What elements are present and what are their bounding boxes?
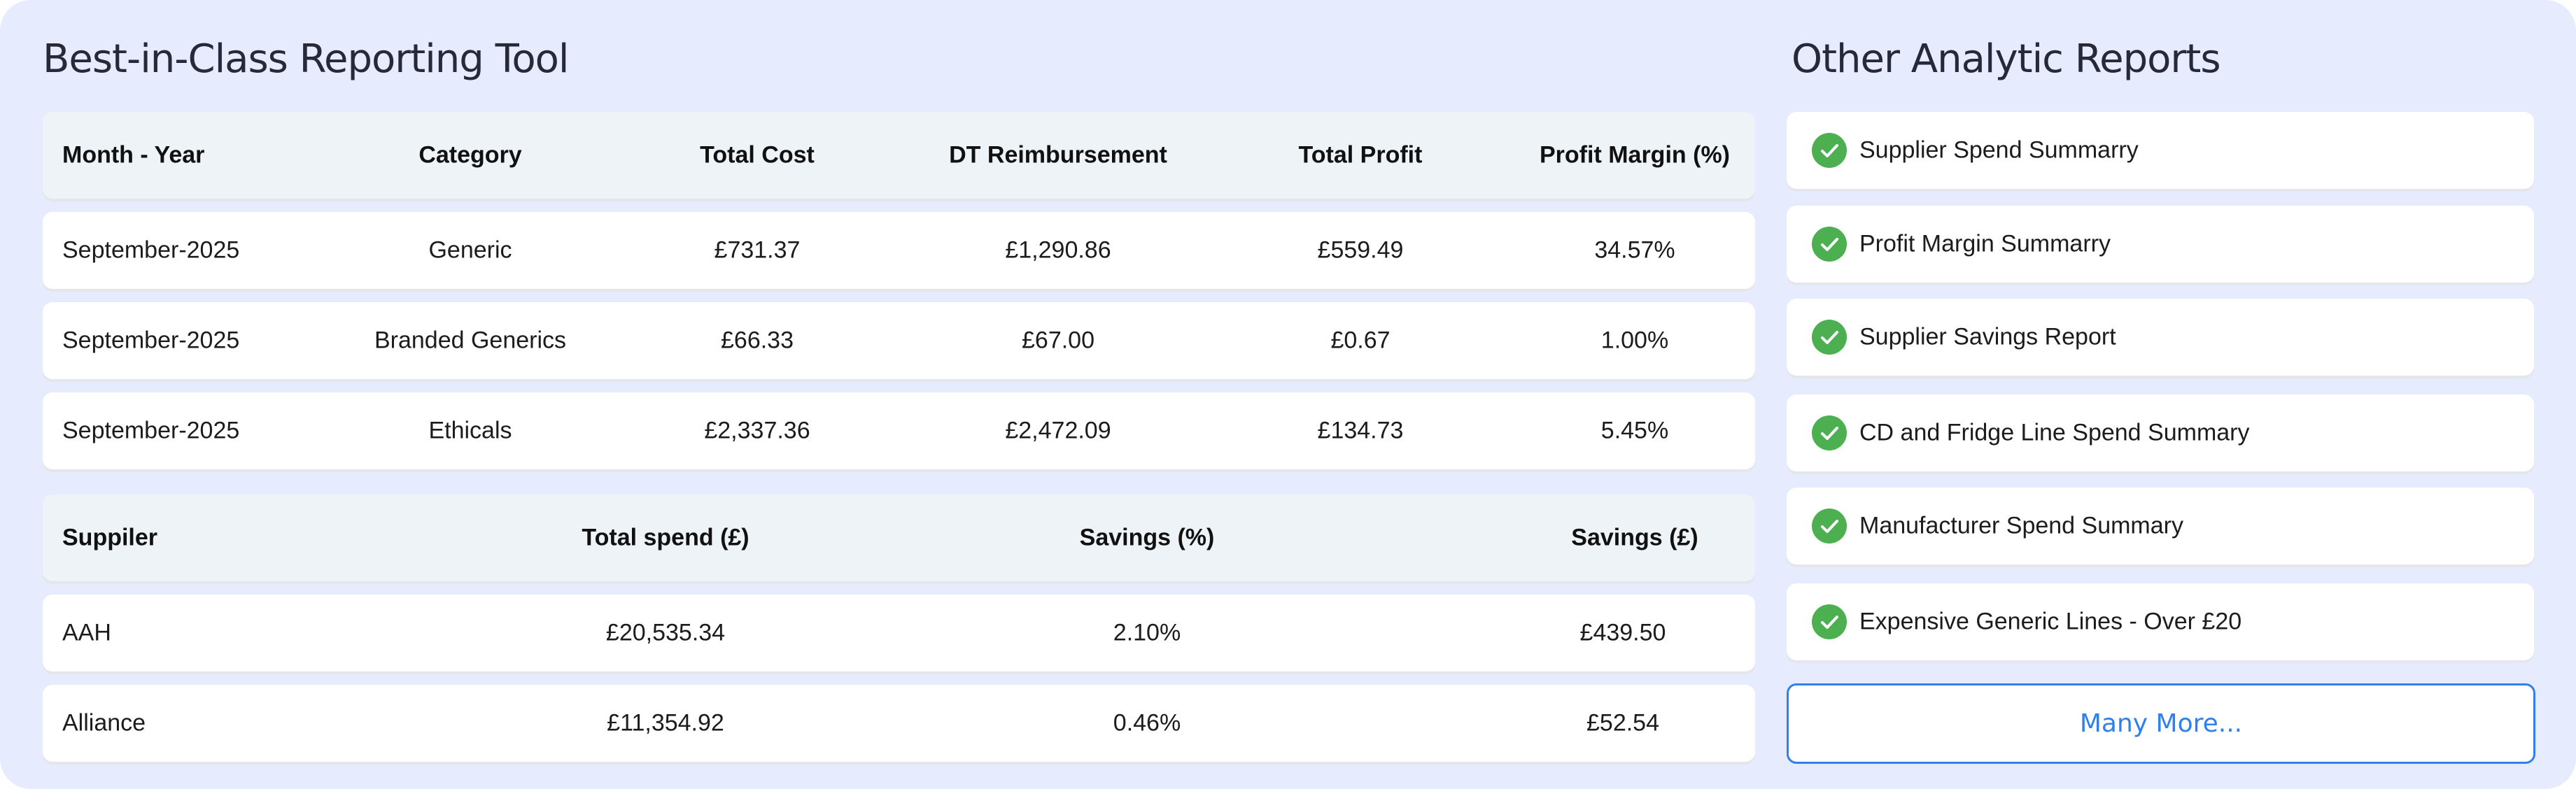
table1-header-row: Month - Year Category Total Cost DT Reimbur… bbox=[43, 112, 1755, 199]
column-header: Savings (%) bbox=[1079, 524, 1215, 551]
check-circle-icon bbox=[1812, 509, 1847, 543]
table-cell: £0.67 bbox=[1330, 327, 1391, 354]
report-item-label: Manufacturer Spend Summary bbox=[1859, 512, 2183, 539]
table-cell: 2.10% bbox=[1113, 619, 1181, 646]
report-item[interactable]: Manufacturer Spend Summary bbox=[1787, 488, 2534, 564]
column-header: Profit Margin (%) bbox=[1540, 141, 1730, 169]
column-header: Category bbox=[418, 141, 522, 169]
table-cell: £66.33 bbox=[721, 327, 794, 354]
column-header: Suppiler bbox=[62, 524, 158, 551]
report-item-label: Supplier Spend Summarry bbox=[1859, 136, 2139, 164]
report-item[interactable]: Profit Margin Summarry bbox=[1787, 206, 2534, 283]
table-cell: Ethicals bbox=[428, 417, 512, 444]
table-cell: £20,535.34 bbox=[605, 619, 726, 646]
many-more-button[interactable]: Many More... bbox=[1787, 683, 2535, 764]
column-header: Total Profit bbox=[1298, 141, 1423, 169]
report-item[interactable]: Expensive Generic Lines - Over £20 bbox=[1787, 583, 2534, 660]
table-cell: £731.37 bbox=[714, 236, 801, 264]
column-header: Month - Year bbox=[62, 141, 205, 169]
table2-header-row: Suppiler Total spend (£) Savings (%) Saving… bbox=[43, 495, 1755, 581]
check-circle-icon bbox=[1812, 133, 1847, 168]
table-cell: September-2025 bbox=[62, 236, 240, 264]
table-cell: 5.45% bbox=[1600, 417, 1669, 444]
table-cell: £2,337.36 bbox=[704, 417, 810, 444]
reporting-tool-title: Best-in-Class Reporting Tool bbox=[43, 36, 569, 82]
report-item[interactable]: Supplier Spend Summarry bbox=[1787, 112, 2534, 189]
check-circle-icon bbox=[1812, 227, 1847, 262]
report-item-label: Expensive Generic Lines - Over £20 bbox=[1859, 608, 2242, 635]
report-item[interactable]: Supplier Savings Report bbox=[1787, 299, 2534, 376]
report-item[interactable]: CD and Fridge Line Spend Summary bbox=[1787, 395, 2534, 471]
check-circle-icon bbox=[1812, 415, 1847, 450]
check-circle-icon bbox=[1812, 320, 1847, 355]
table-cell: £134.73 bbox=[1317, 417, 1404, 444]
table-cell: £439.50 bbox=[1579, 619, 1666, 646]
table1-row: September-2025 Ethicals £2,337.36 £2,472.09… bbox=[43, 392, 1755, 469]
table-cell: £559.49 bbox=[1317, 236, 1404, 264]
table-cell: September-2025 bbox=[62, 417, 240, 444]
table-cell: Alliance bbox=[62, 709, 146, 737]
table-cell: Generic bbox=[428, 236, 512, 264]
table2-row: AAH £20,535.34 2.10% £439.50 bbox=[43, 595, 1755, 671]
table-cell: £2,472.09 bbox=[1005, 417, 1111, 444]
table1-row: September-2025 Generic £731.37 £1,290.86 £55… bbox=[43, 212, 1755, 289]
table-cell: Branded Generics bbox=[374, 327, 567, 354]
column-header: DT Reimbursement bbox=[949, 141, 1167, 169]
table-cell: £52.54 bbox=[1586, 709, 1659, 737]
column-header: Total Cost bbox=[700, 141, 815, 169]
table-cell: 0.46% bbox=[1113, 709, 1181, 737]
table-cell: September-2025 bbox=[62, 327, 240, 354]
other-reports-title: Other Analytic Reports bbox=[1792, 36, 2221, 82]
check-circle-icon bbox=[1812, 604, 1847, 639]
column-header: Savings (£) bbox=[1571, 524, 1698, 551]
table1-row: September-2025 Branded Generics £66.33 £67.… bbox=[43, 302, 1755, 379]
table-cell: £67.00 bbox=[1022, 327, 1095, 354]
table-cell: £11,354.92 bbox=[607, 709, 724, 737]
report-item-label: Profit Margin Summarry bbox=[1859, 230, 2111, 257]
report-item-label: Supplier Savings Report bbox=[1859, 323, 2116, 350]
table-cell: 34.57% bbox=[1594, 236, 1675, 264]
table2-row: Alliance £11,354.92 0.46% £52.54 bbox=[43, 685, 1755, 762]
column-header: Total spend (£) bbox=[582, 524, 749, 551]
table-cell: AAH bbox=[62, 619, 111, 646]
table-cell: £1,290.86 bbox=[1005, 236, 1111, 264]
table-cell: 1.00% bbox=[1600, 327, 1669, 354]
report-item-label: CD and Fridge Line Spend Summary bbox=[1859, 419, 2250, 446]
